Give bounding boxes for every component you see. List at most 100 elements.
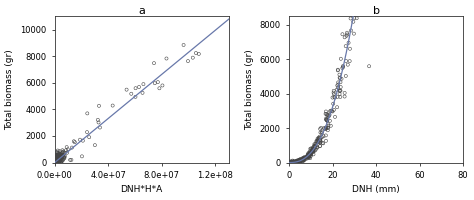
Point — [52, 160, 59, 163]
Point — [287, 161, 294, 164]
Point — [54, 157, 61, 160]
Point — [150, 62, 158, 65]
Point — [353, 17, 360, 20]
Point — [54, 161, 61, 164]
Point — [287, 160, 294, 163]
Point — [308, 151, 315, 154]
Point — [297, 159, 304, 162]
Point — [309, 147, 316, 151]
Point — [52, 161, 59, 164]
Point — [330, 91, 337, 94]
Point — [53, 159, 60, 162]
Point — [58, 151, 66, 154]
Point — [294, 161, 301, 164]
Point — [53, 151, 60, 154]
Point — [54, 159, 61, 162]
Point — [289, 161, 296, 164]
Point — [53, 161, 61, 164]
Point — [290, 160, 297, 164]
Point — [51, 156, 59, 159]
Point — [348, 11, 356, 14]
Point — [96, 126, 104, 129]
Point — [63, 151, 71, 154]
Point — [337, 77, 345, 80]
Point — [286, 160, 293, 164]
Point — [57, 154, 64, 157]
Point — [51, 160, 59, 163]
Point — [291, 161, 299, 164]
Point — [336, 76, 344, 79]
Point — [54, 161, 61, 164]
Point — [51, 161, 59, 164]
Point — [57, 159, 64, 162]
Point — [346, 47, 354, 50]
Point — [58, 159, 66, 162]
Point — [315, 136, 323, 139]
Point — [290, 161, 297, 164]
Point — [54, 161, 61, 164]
Point — [53, 156, 60, 160]
Point — [58, 155, 65, 158]
Point — [287, 160, 295, 163]
Point — [288, 161, 296, 164]
Point — [347, 17, 355, 20]
Point — [296, 160, 303, 163]
Point — [53, 159, 61, 163]
Point — [304, 153, 311, 157]
Point — [52, 158, 59, 161]
Point — [58, 153, 66, 156]
Point — [57, 155, 65, 158]
Point — [343, 31, 351, 34]
Point — [322, 128, 329, 131]
Point — [288, 160, 295, 163]
Point — [324, 122, 332, 125]
Point — [316, 144, 324, 148]
Point — [55, 159, 63, 162]
Point — [298, 159, 305, 162]
Point — [51, 157, 59, 160]
Point — [341, 95, 348, 98]
Point — [53, 157, 61, 160]
Point — [58, 154, 65, 157]
Point — [55, 157, 63, 160]
Point — [343, 33, 351, 36]
Point — [52, 160, 59, 163]
Point — [57, 161, 64, 164]
Point — [54, 161, 62, 164]
Point — [297, 159, 305, 163]
Point — [56, 155, 64, 158]
Point — [294, 159, 302, 162]
Point — [287, 161, 295, 164]
Point — [51, 160, 59, 163]
Point — [52, 159, 59, 162]
Point — [322, 117, 330, 120]
Point — [109, 104, 117, 107]
Point — [52, 161, 60, 164]
Point — [289, 161, 296, 164]
Title: b: b — [373, 6, 380, 16]
Point — [68, 158, 75, 161]
Point — [292, 161, 299, 164]
Point — [51, 159, 59, 163]
Point — [51, 160, 59, 163]
Point — [336, 89, 343, 92]
Point — [286, 161, 293, 164]
Point — [300, 159, 307, 162]
Point — [54, 157, 61, 161]
Point — [297, 159, 304, 162]
Point — [287, 161, 295, 164]
Point — [324, 114, 332, 117]
Point — [314, 137, 321, 140]
Point — [53, 155, 61, 159]
Point — [319, 141, 327, 145]
Point — [290, 160, 298, 163]
Point — [52, 160, 60, 164]
Point — [51, 161, 58, 164]
Point — [314, 140, 322, 143]
Point — [54, 161, 61, 164]
Point — [53, 161, 60, 164]
Point — [52, 161, 59, 164]
Point — [51, 161, 59, 164]
Point — [55, 160, 63, 163]
Point — [60, 156, 68, 159]
